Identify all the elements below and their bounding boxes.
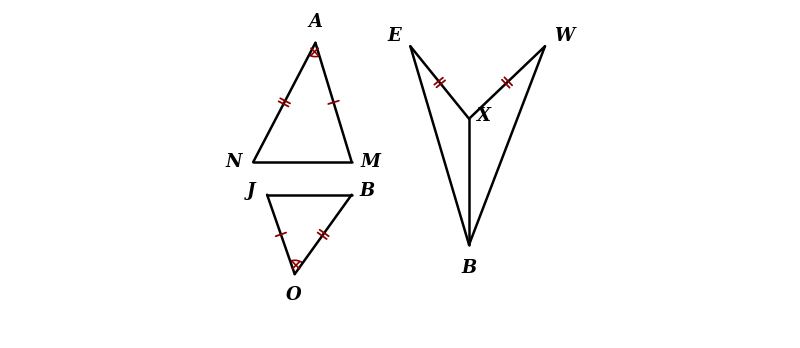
Text: J: J bbox=[247, 182, 256, 200]
Text: O: O bbox=[286, 286, 302, 304]
Text: A: A bbox=[309, 13, 322, 31]
Text: W: W bbox=[554, 27, 574, 45]
Text: M: M bbox=[360, 153, 380, 171]
Text: X: X bbox=[477, 107, 490, 125]
Text: B: B bbox=[462, 259, 477, 277]
Text: N: N bbox=[226, 153, 242, 171]
Text: B: B bbox=[359, 182, 374, 200]
Text: E: E bbox=[387, 27, 401, 45]
